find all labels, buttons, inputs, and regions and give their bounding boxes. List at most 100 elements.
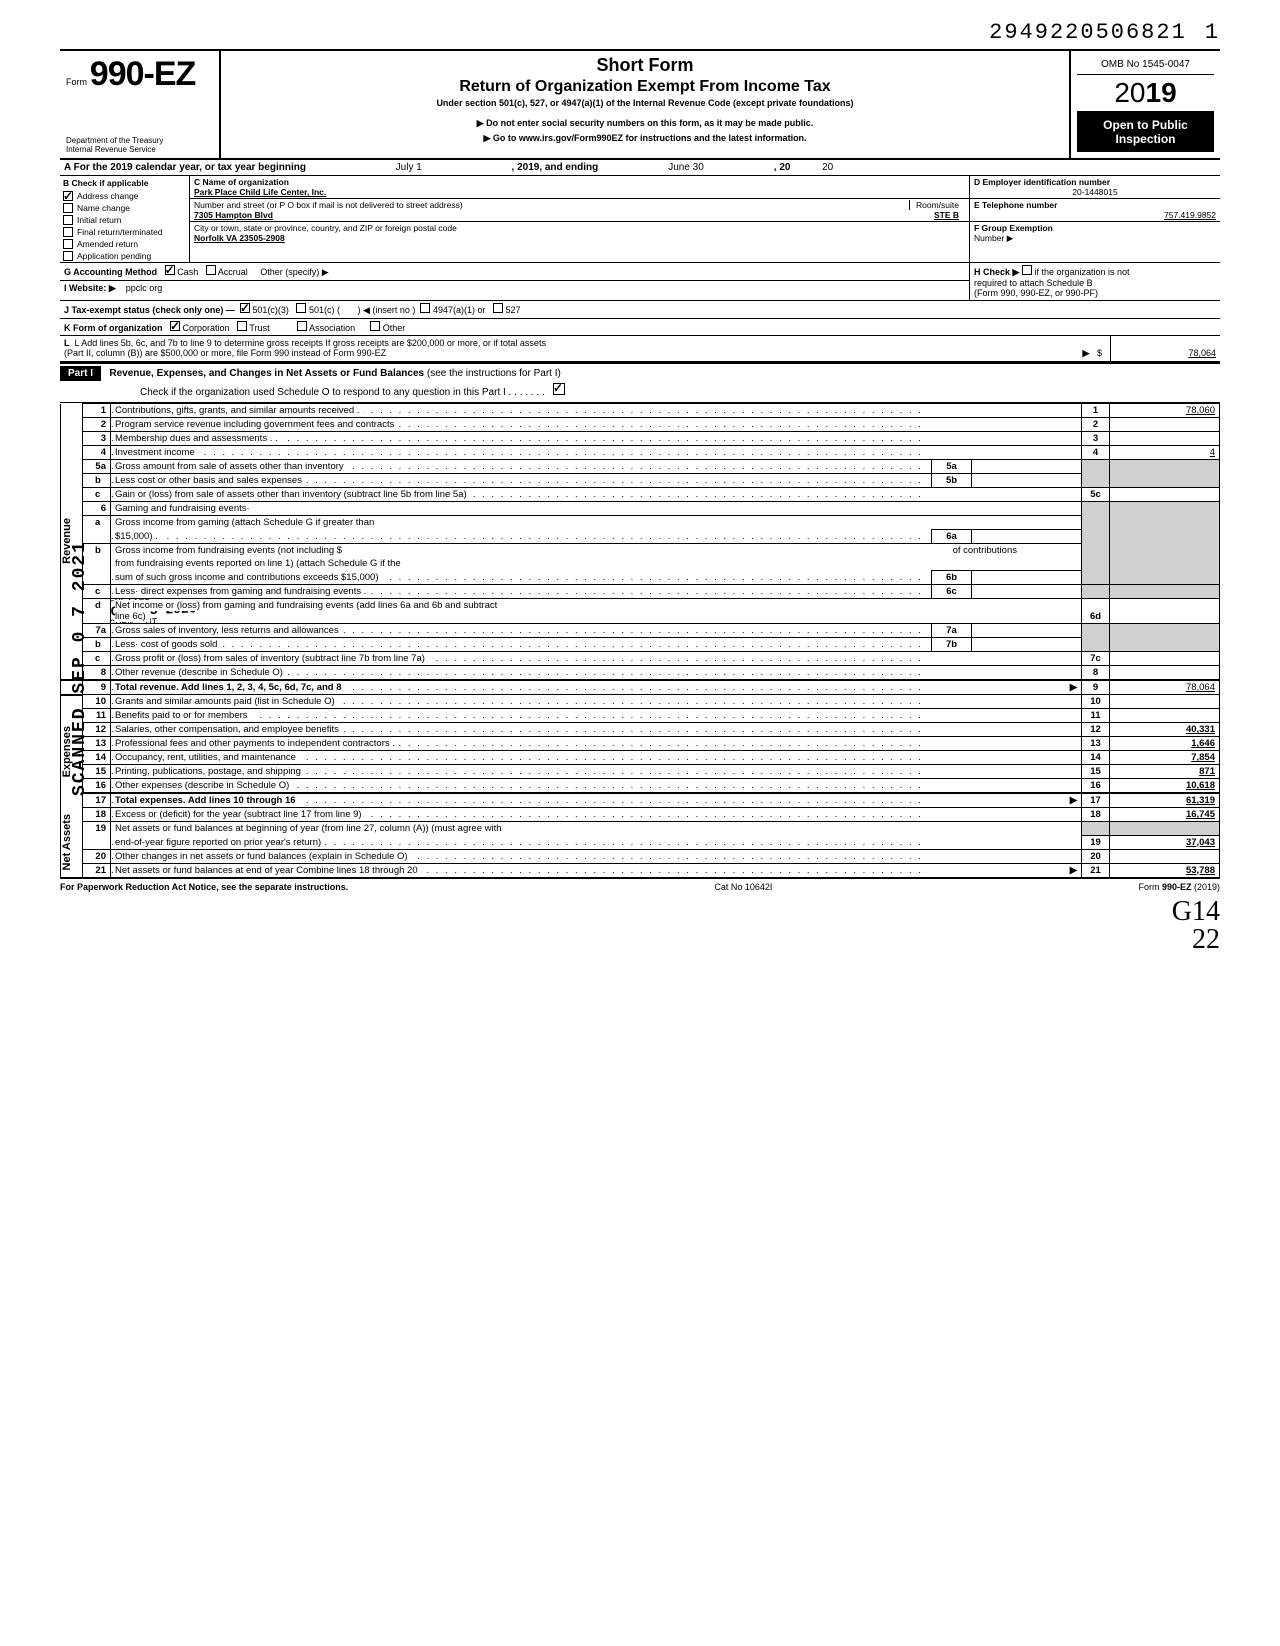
checkbox-icon[interactable]	[296, 303, 306, 313]
j-527: 527	[506, 305, 521, 315]
chk-amended[interactable]: Amended return	[60, 238, 189, 250]
line-desc: Gross profit or (loss) from sales of inv…	[115, 653, 429, 664]
line-num: 4	[83, 446, 111, 460]
shaded-cell	[1110, 502, 1220, 585]
shaded-cell	[1110, 624, 1220, 652]
arrow-icon: ▶	[1070, 865, 1077, 876]
shaded-cell	[1082, 502, 1110, 585]
line-ref: 2	[1082, 418, 1110, 432]
shaded-cell	[1110, 585, 1220, 599]
line-ref: 4	[1082, 446, 1110, 460]
street-value: 7305 Hampton Blvd	[194, 210, 273, 220]
line-desc: Benefits paid to or for members	[115, 710, 252, 721]
checkbox-icon[interactable]	[237, 321, 247, 331]
form-prefix: Form	[66, 77, 87, 87]
chk-name-change[interactable]: Name change	[60, 202, 189, 214]
handwrite-line1: G14	[60, 898, 1220, 926]
j-501c: 501(c) (	[309, 305, 340, 315]
column-de: D Employer identification number 20-1448…	[970, 176, 1220, 262]
line-ref: 10	[1082, 695, 1110, 709]
l-amount: 78,064	[1110, 336, 1220, 361]
checkbox-icon[interactable]	[297, 321, 307, 331]
chk-final-return[interactable]: Final return/terminated	[60, 226, 189, 238]
line-num: 3	[83, 432, 111, 446]
line-ref: 19	[1082, 835, 1110, 849]
row-i: I Website: ▶ ppclc org	[60, 280, 969, 296]
line-desc: Salaries, other compensation, and employ…	[115, 724, 343, 735]
checkbox-icon[interactable]	[370, 321, 380, 331]
dollar-sign: $	[1097, 348, 1102, 358]
line-ref: 8	[1082, 666, 1110, 681]
line-ref: 20	[1082, 849, 1110, 863]
check-line-text: Check if the organization used Schedule …	[140, 387, 545, 398]
line-ref: 12	[1082, 723, 1110, 737]
checkbox-icon[interactable]	[206, 265, 216, 275]
line-desc: Excess or (deficit) for the year (subtra…	[115, 809, 366, 820]
checkbox-icon[interactable]	[165, 265, 175, 275]
shaded-cell	[1082, 585, 1110, 599]
line-desc: Total revenue. Add lines 1, 2, 3, 4, 5c,…	[115, 682, 342, 693]
shaded-cell	[1082, 822, 1110, 836]
line-ref: 5c	[1082, 488, 1110, 502]
checkbox-icon[interactable]	[420, 303, 430, 313]
tel-row: E Telephone number 757.419.9852	[970, 199, 1220, 222]
year-prefix: 20	[1114, 77, 1145, 108]
g-cash: Cash	[177, 267, 198, 277]
mid-amount	[972, 474, 1082, 488]
checkbox-icon[interactable]	[553, 383, 565, 395]
checkbox-icon[interactable]	[493, 303, 503, 313]
line-ref: 6d	[1082, 599, 1110, 624]
line-ref: 18	[1082, 808, 1110, 822]
line-amount: 1,646	[1110, 737, 1220, 751]
group-number-label: Number ▶	[974, 233, 1013, 243]
row-h: H Check ▶ if the organization is not req…	[970, 263, 1220, 300]
shaded-cell	[1082, 460, 1110, 488]
title-short-form: Short Form	[227, 55, 1063, 76]
line-ref: 15	[1082, 765, 1110, 779]
name-label: C Name of organization Park Place Child …	[190, 176, 969, 199]
line-ref: 13	[1082, 737, 1110, 751]
dept-treasury: Department of the Treasury	[66, 136, 213, 145]
chk-initial-return[interactable]: Initial return	[60, 214, 189, 226]
j-4947: 4947(a)(1) or	[433, 305, 486, 315]
line-num: 5a	[83, 460, 111, 474]
row-g-i-h: G Accounting Method Cash Accrual Other (…	[60, 263, 1220, 301]
line-ref: 17	[1082, 793, 1110, 808]
line-desc: end-of-year figure reported on prior yea…	[115, 837, 325, 848]
line-ref: 7c	[1082, 652, 1110, 666]
identification-block: B Check if applicable Address change Nam…	[60, 176, 1220, 263]
checkbox-icon[interactable]	[1022, 265, 1032, 275]
line-desc: Other expenses (describe in Schedule O)	[115, 780, 293, 791]
line-desc: line 6c)	[115, 611, 150, 622]
line-amount: 871	[1110, 765, 1220, 779]
omb-number: OMB No 1545-0047	[1077, 55, 1214, 75]
org-name: Park Place Child Life Center, Inc.	[194, 187, 326, 197]
mid-amount	[972, 585, 1082, 599]
ein-value: 20-1448015	[974, 187, 1216, 197]
line-desc: Membership dues and assessments . .	[115, 433, 282, 444]
ein-label: D Employer identification number	[974, 177, 1110, 187]
line-a-tax-year: A For the 2019 calendar year, or tax yea…	[60, 160, 1220, 176]
line-amount: 78,060	[1110, 404, 1220, 418]
form-number: 990-EZ	[90, 55, 196, 93]
line-desc: Less· direct expenses from gaming and fu…	[115, 586, 370, 597]
line-amount: 10,618	[1110, 779, 1220, 794]
line-ref: 1	[1082, 404, 1110, 418]
row-l: L L Add lines 5b, 6c, and 7b to line 9 t…	[60, 336, 1220, 363]
page-footer: For Paperwork Reduction Act Notice, see …	[60, 879, 1220, 892]
chk-application-pending[interactable]: Application pending	[60, 250, 189, 262]
line-num: b	[83, 474, 111, 488]
line-num: 2	[83, 418, 111, 432]
checkbox-icon[interactable]	[170, 321, 180, 331]
g-other: Other (specify) ▶	[260, 267, 328, 277]
street-label: Number and street (or P O box if mail is…	[194, 200, 463, 210]
line-desc: Less· cost of goods sold	[115, 639, 221, 650]
checkbox-icon[interactable]	[240, 303, 250, 313]
part-title: Revenue, Expenses, and Changes in Net As…	[109, 368, 424, 379]
line-amount: 37,043	[1110, 835, 1220, 849]
mid-amount	[972, 638, 1082, 652]
chk-address-change[interactable]: Address change	[60, 190, 189, 202]
mid-amount	[972, 460, 1082, 474]
line-num: 21	[83, 863, 111, 878]
document-locator-number: 29492205068211	[60, 20, 1220, 45]
